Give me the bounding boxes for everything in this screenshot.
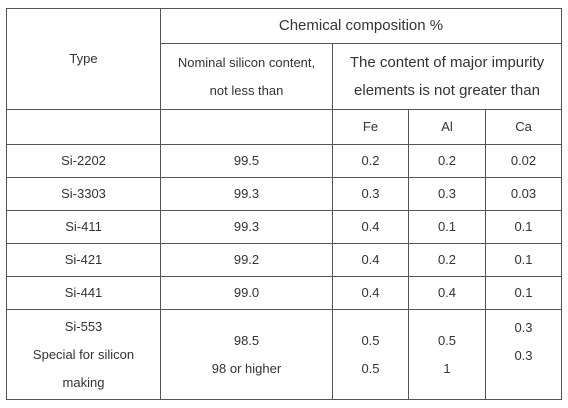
fe-cell: 0.4 (332, 243, 409, 277)
header-row-1: Type Chemical composition % (6, 8, 562, 110)
type-cell-multiline: Si-553 Special for silicon making (6, 309, 161, 400)
nominal-silicon-line2: not less than (209, 82, 284, 98)
silicon-cell: 99.3 (160, 210, 333, 244)
al-line1: 0.5 (437, 332, 457, 348)
fe-header: Fe (332, 109, 409, 145)
header-row-2: Nominal silicon content, not less than T… (7, 43, 562, 110)
silicon-cell: 99.3 (160, 177, 333, 211)
fe-cell: 0.4 (332, 276, 409, 310)
al-header: Al (408, 109, 486, 145)
fe-cell: 0.2 (332, 144, 409, 178)
table-row: Si-421 99.2 0.4 0.2 0.1 (6, 243, 562, 277)
al-cell: 0.4 (408, 276, 486, 310)
silicon-cell: 99.5 (160, 144, 333, 178)
al-cell-multiline: 0.5 1 (408, 309, 486, 400)
table-row: Si-2202 99.5 0.2 0.2 0.02 (6, 144, 562, 178)
al-cell: 0.1 (408, 210, 486, 244)
type-header: Type (6, 8, 161, 110)
ca-cell: 0.1 (485, 276, 562, 310)
al-line2: 1 (443, 360, 451, 376)
silicon-line1: 98.5 (233, 332, 260, 348)
type-cell: Si-411 (6, 210, 161, 244)
fe-cell: 0.3 (332, 177, 409, 211)
table-row-last: Si-553 Special for silicon making 98.5 9… (6, 309, 562, 400)
impurity-header: The content of major impurity elements i… (332, 43, 562, 110)
chemical-composition-table: Type Chemical composition % Nominal sili… (6, 8, 562, 400)
type-line3: making (62, 374, 105, 390)
ca-line1: 0.3 (514, 320, 533, 335)
table-row: Si-441 99.0 0.4 0.4 0.1 (6, 276, 562, 310)
type-line2: Special for silicon (32, 346, 135, 362)
table-row: Si-3303 99.3 0.3 0.3 0.03 (6, 177, 562, 211)
empty-type-cell (6, 109, 161, 145)
silicon-cell: 99.2 (160, 243, 333, 277)
silicon-cell-multiline: 98.5 98 or higher (160, 309, 333, 400)
al-cell: 0.3 (408, 177, 486, 211)
impurity-line1: The content of major impurity (349, 53, 545, 71)
type-cell: Si-3303 (6, 177, 161, 211)
type-cell: Si-2202 (6, 144, 161, 178)
nominal-silicon-header: Nominal silicon content, not less than (160, 43, 333, 110)
ca-cell: 0.02 (485, 144, 562, 178)
fe-cell: 0.4 (332, 210, 409, 244)
al-cell: 0.2 (408, 243, 486, 277)
nominal-silicon-line1: Nominal silicon content, (177, 54, 316, 70)
ca-line2: 0.3 (514, 348, 533, 363)
composition-table-wrapper: Type Chemical composition % Nominal sili… (6, 8, 562, 400)
fe-line2: 0.5 (361, 360, 380, 376)
type-cell: Si-421 (6, 243, 161, 277)
ca-cell: 0.03 (485, 177, 562, 211)
ca-cell: 0.1 (485, 210, 562, 244)
header-row-3: Fe Al Ca (6, 109, 562, 145)
silicon-line2: 98 or higher (211, 360, 282, 376)
al-cell: 0.2 (408, 144, 486, 178)
chemical-composition-header: Chemical composition % (160, 8, 562, 44)
fe-line1: 0.5 (361, 332, 380, 348)
silicon-cell: 99.0 (160, 276, 333, 310)
empty-silicon-cell (160, 109, 333, 145)
impurity-line2: elements is not greater than (354, 81, 540, 99)
ca-cell: 0.1 (485, 243, 562, 277)
ca-header: Ca (485, 109, 562, 145)
type-cell: Si-441 (6, 276, 161, 310)
type-line1: Si-553 (64, 318, 103, 334)
table-row: Si-411 99.3 0.4 0.1 0.1 (6, 210, 562, 244)
fe-cell-multiline: 0.5 0.5 (332, 309, 409, 400)
ca-cell-multiline: 0.3 0.3 (485, 309, 562, 400)
